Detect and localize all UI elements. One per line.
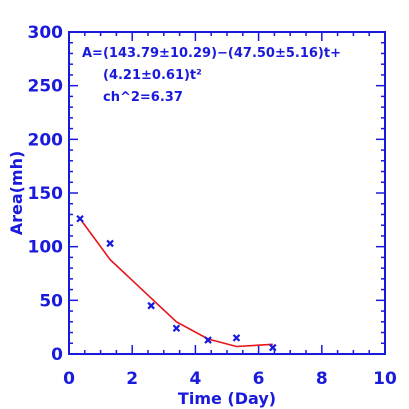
data-points [76,214,277,352]
y-tick-label: 100 [28,238,64,258]
y-tick-label: 200 [28,130,64,150]
axis-ticks [68,31,386,355]
data-point [172,324,181,333]
data-point [269,343,277,352]
y-axis-title: Area(mh) [7,151,26,236]
y-tick-label: 300 [28,23,64,43]
x-tick-label: 0 [63,369,75,389]
fit-curve [79,218,273,348]
data-point [204,336,212,344]
y-tick-label: 50 [39,291,63,311]
data-point [106,239,114,248]
annotation-line-3: ch^2=6.37 [103,90,183,105]
data-point [147,301,155,310]
x-tick-label: 6 [253,369,265,389]
annotation-line-1: A=(143.79±10.29)−(47.50±5.16)t+ [82,46,341,61]
x-tick-label: 4 [189,369,201,389]
x-tick-label: 10 [373,369,397,389]
data-point [232,334,241,342]
y-tick-label: 0 [51,345,63,365]
x-axis-title: Time (Day) [178,389,276,408]
data-point [76,214,84,223]
x-tick-label: 8 [316,369,328,389]
y-tick-label: 250 [28,77,64,97]
annotation-line-2: (4.21±0.61)t² [103,68,202,83]
x-tick-label: 2 [126,369,138,389]
y-tick-label: 150 [28,184,64,204]
